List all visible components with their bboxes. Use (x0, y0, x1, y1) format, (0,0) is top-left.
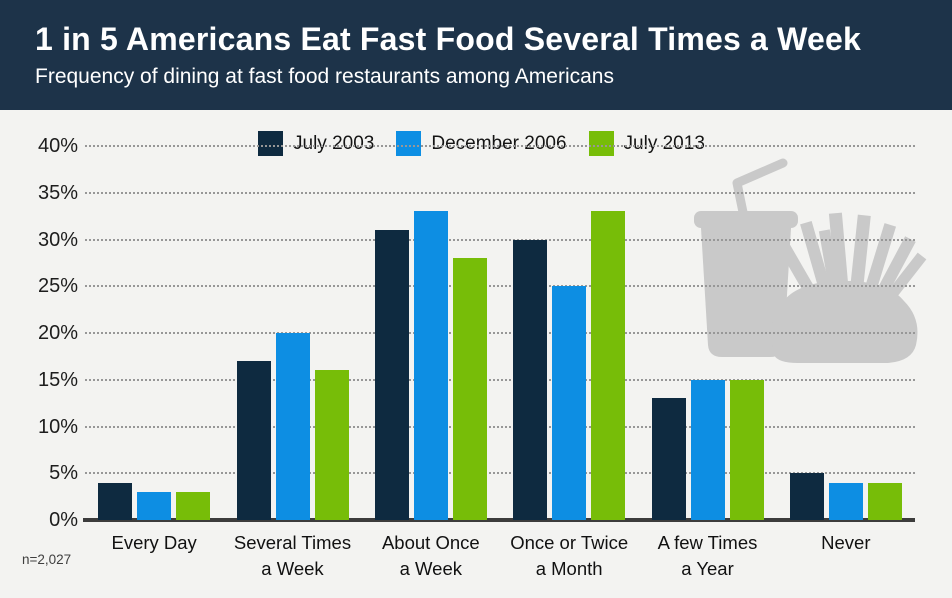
gridline (85, 425, 915, 428)
bar-december-2006 (552, 286, 587, 520)
x-axis-category-label: Every Day (111, 532, 197, 553)
sample-size-note: n=2,027 (22, 552, 72, 567)
bar-july-2003 (374, 230, 409, 520)
y-axis-tick-label: 10% (37, 415, 78, 438)
bar-december-2006 (690, 379, 725, 520)
y-axis-tick-label: 30% (37, 228, 78, 251)
bar-december-2006 (828, 482, 863, 520)
bar-july-2013 (452, 258, 487, 520)
gridline (85, 332, 915, 334)
bar-july-2003 (651, 398, 686, 520)
bar-july-2003 (513, 239, 548, 520)
legend-item: July 2003 (258, 131, 374, 156)
bar-july-2003 (236, 361, 271, 520)
legend-swatch (396, 131, 422, 156)
bar-december-2006 (137, 491, 172, 520)
gridline (85, 472, 915, 475)
x-axis-category-label: Once or Twice a Month (510, 532, 629, 579)
legend-label: December 2006 (431, 132, 567, 154)
x-axis-category-label: A few Times a Year (657, 532, 758, 579)
bar-group (98, 142, 211, 520)
legend-swatch (588, 131, 614, 156)
bar-group (236, 142, 349, 520)
x-axis-category-label: About Once a Week (381, 532, 480, 579)
chart-area: July 2003 December 2006 July 2013 0% 5% 10% 1… (0, 110, 952, 598)
bar-july-2013 (729, 379, 764, 520)
bar-july-2013 (314, 370, 349, 520)
legend-label: July 2013 (623, 132, 705, 154)
y-axis-tick-label: 40% (37, 135, 78, 157)
page-title: 1 in 5 Americans Eat Fast Food Several T… (35, 21, 861, 57)
bar-group (651, 142, 764, 520)
y-axis-tick-label: 0% (49, 509, 78, 531)
y-axis-tick-label: 25% (37, 275, 78, 298)
y-axis-tick-label: 35% (37, 181, 78, 204)
bar-july-2013 (867, 482, 902, 520)
bar-december-2006 (413, 211, 448, 520)
gridline (85, 191, 915, 194)
x-axis-line (83, 518, 915, 522)
gridline (85, 145, 915, 147)
legend-label: July 2003 (293, 132, 375, 154)
bar-group (374, 142, 487, 520)
y-axis-tick-label: 20% (37, 322, 78, 344)
bar-july-2003 (98, 482, 133, 520)
y-axis-tick-label: 5% (49, 462, 78, 485)
gridline (85, 378, 915, 381)
bar-july-2013 (176, 491, 211, 520)
x-axis-category-label: Several Times a Week (233, 532, 352, 579)
x-axis-category-label: Never (821, 532, 871, 553)
legend-item: December 2006 (396, 131, 567, 156)
y-axis-tick-label: 15% (37, 368, 78, 391)
page-subtitle: Frequency of dining at fast food restaur… (35, 65, 614, 88)
bar-group (513, 142, 626, 520)
chart-legend: July 2003 December 2006 July 2013 (258, 131, 705, 156)
bar-july-2013 (591, 211, 626, 520)
legend-item: July 2013 (588, 131, 705, 156)
header-banner: 1 in 5 Americans Eat Fast Food Several T… (0, 0, 952, 110)
bar-group (789, 142, 902, 520)
bar-december-2006 (275, 333, 310, 520)
bar-july-2003 (789, 473, 824, 520)
gridline (85, 238, 915, 241)
gridline (85, 285, 915, 288)
legend-swatch (258, 131, 283, 156)
